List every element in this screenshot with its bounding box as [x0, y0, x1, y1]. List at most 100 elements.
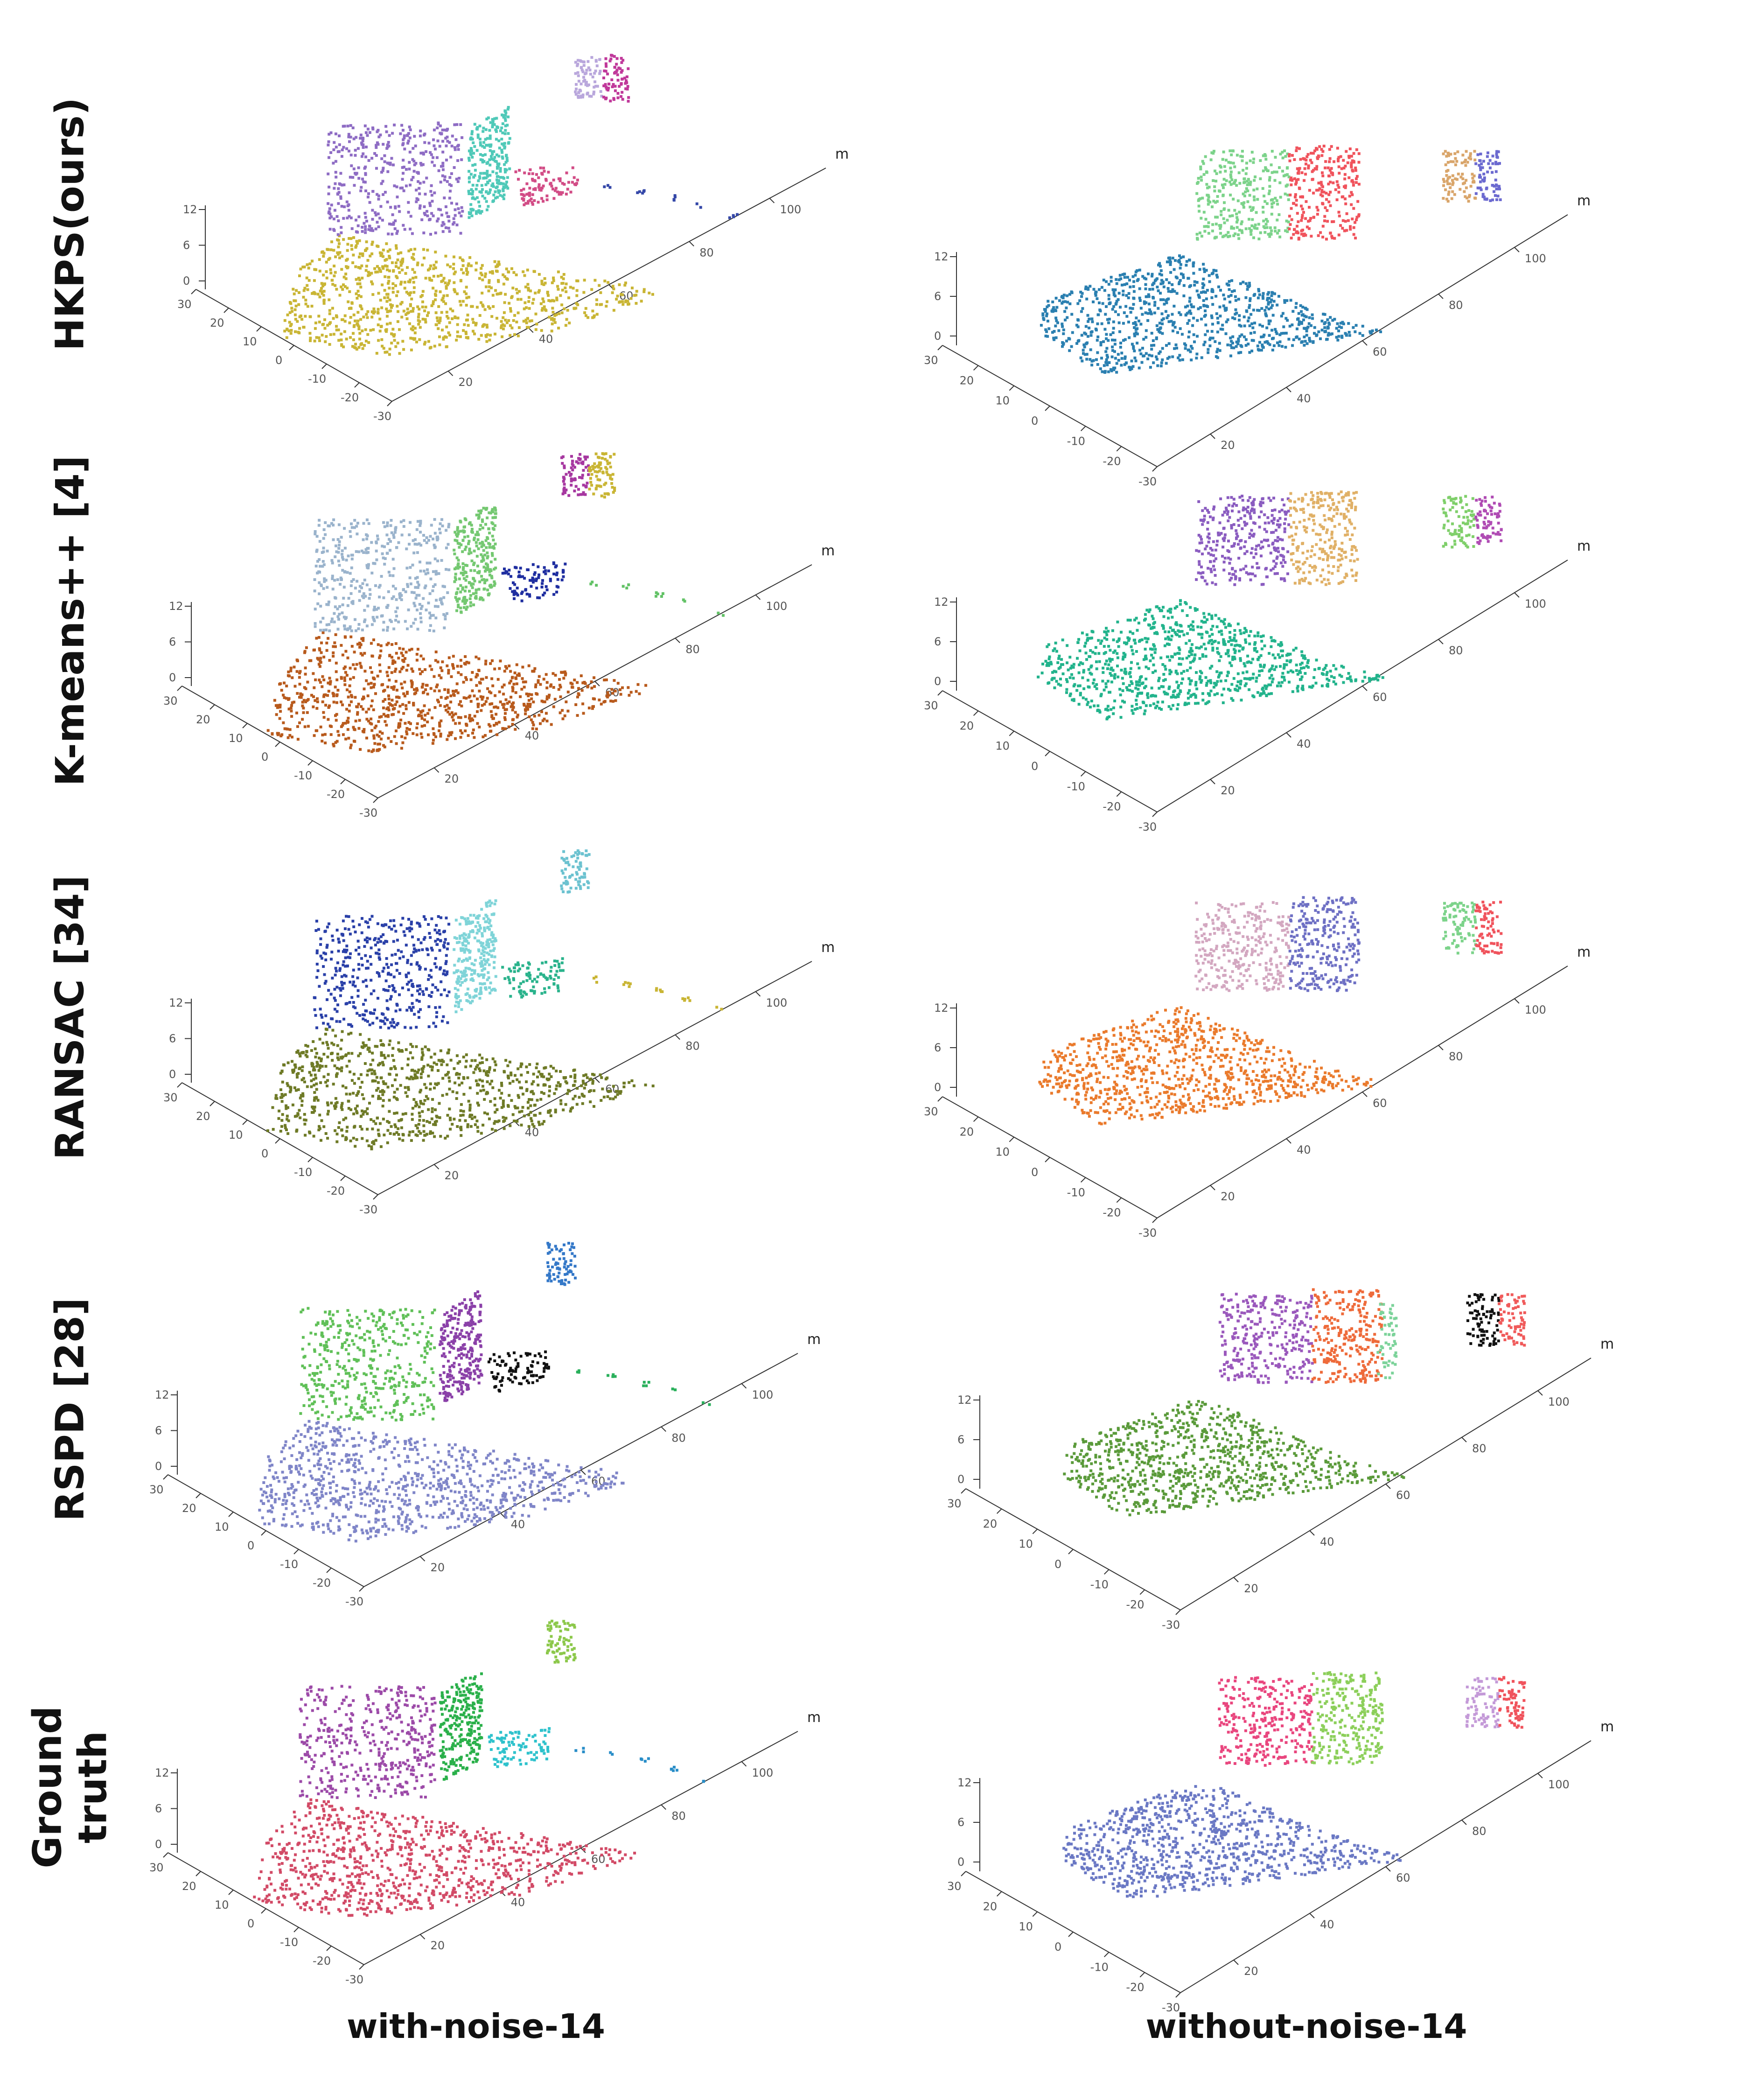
point [1200, 217, 1203, 220]
point [1327, 322, 1331, 325]
point [388, 255, 391, 258]
point [330, 522, 333, 525]
point [1258, 323, 1262, 327]
point [315, 336, 318, 339]
point [1192, 272, 1195, 275]
point [468, 716, 471, 720]
point [377, 308, 380, 311]
point [624, 300, 627, 303]
point [401, 178, 404, 181]
point [1284, 184, 1288, 188]
point [1061, 301, 1064, 305]
point [452, 217, 455, 220]
point [409, 521, 412, 524]
point [403, 134, 406, 137]
point [454, 722, 457, 725]
point [328, 212, 332, 216]
point [341, 703, 344, 707]
point [1132, 322, 1135, 325]
point [489, 174, 492, 177]
point [478, 138, 482, 140]
point [462, 271, 465, 274]
point [1089, 348, 1092, 351]
point [333, 229, 336, 232]
point [298, 274, 301, 277]
point [294, 304, 298, 308]
point [400, 667, 404, 671]
point [363, 578, 366, 581]
point [1332, 220, 1335, 223]
point [428, 665, 432, 668]
point [611, 285, 614, 288]
point [1268, 334, 1271, 337]
point [520, 193, 523, 196]
point [1315, 165, 1319, 168]
point [429, 577, 433, 581]
point [465, 599, 468, 602]
point [361, 140, 364, 143]
y-tick-mark [1045, 406, 1050, 411]
point [591, 707, 594, 710]
point [1190, 305, 1194, 308]
point [350, 526, 354, 529]
point [1232, 197, 1235, 201]
point [498, 667, 501, 670]
point [527, 664, 530, 667]
point [438, 335, 441, 338]
point [1105, 280, 1108, 283]
point [286, 736, 290, 739]
point [415, 687, 419, 690]
point [364, 595, 367, 598]
point [532, 700, 535, 704]
point [1350, 203, 1353, 206]
point [341, 603, 344, 607]
point [338, 256, 341, 259]
point [328, 343, 331, 346]
point [1263, 333, 1266, 336]
point [1456, 150, 1459, 154]
point [449, 265, 452, 268]
point [1334, 188, 1337, 191]
point [1275, 330, 1277, 333]
point [343, 205, 346, 209]
point [499, 194, 502, 197]
point [385, 671, 389, 674]
point [375, 352, 378, 355]
point [1324, 206, 1327, 210]
point [482, 544, 485, 547]
point [1348, 195, 1351, 198]
point [1096, 351, 1099, 354]
point [1215, 355, 1218, 358]
point [397, 266, 400, 270]
point [1344, 197, 1347, 201]
point [340, 725, 343, 728]
point [728, 216, 731, 219]
point [1361, 334, 1364, 337]
point [349, 307, 353, 310]
point [1270, 294, 1273, 297]
point [398, 722, 402, 725]
point [421, 290, 425, 293]
point [348, 191, 351, 195]
point [327, 248, 330, 251]
point [1185, 264, 1188, 267]
point [1214, 340, 1217, 343]
point [1493, 184, 1496, 188]
point [1193, 284, 1196, 287]
point [402, 692, 405, 695]
point [438, 527, 441, 531]
point [1335, 327, 1338, 330]
point [505, 321, 509, 324]
point [488, 179, 491, 182]
point [481, 273, 483, 277]
point [501, 142, 504, 146]
point [552, 705, 555, 708]
point [400, 533, 404, 537]
point [399, 251, 403, 254]
point [377, 194, 380, 197]
point [1486, 155, 1489, 158]
point [1196, 181, 1200, 184]
point [1240, 333, 1243, 336]
point [362, 707, 364, 711]
